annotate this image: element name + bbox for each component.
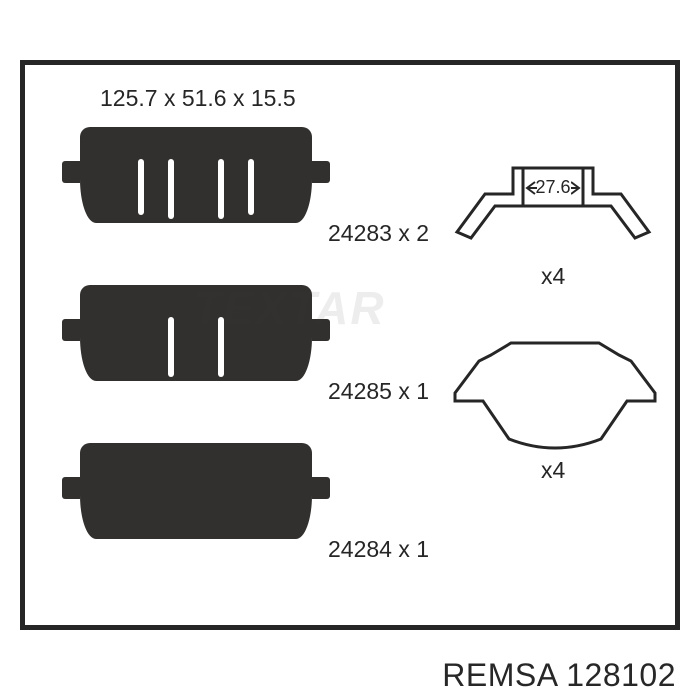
clip-hardware-icon: 27.6	[453, 160, 653, 255]
brake-pad-2	[80, 285, 312, 381]
dimensions-label: 125.7 x 51.6 x 15.5	[100, 85, 296, 112]
clip-qty-label: x4	[541, 263, 565, 290]
shim-qty-label: x4	[541, 457, 565, 484]
shim-icon	[451, 335, 659, 453]
clip-width-label: 27.6	[535, 177, 570, 197]
diagram-frame: 125.7 x 51.6 x 15.5 24283 x 2 24285 x 1 …	[20, 60, 680, 630]
footer-caption: REMSA 128102	[442, 657, 676, 694]
brake-pad-3	[80, 443, 312, 539]
footer-partno: 128102	[566, 657, 676, 693]
footer-brand: REMSA	[442, 657, 557, 693]
pad-1-part-label: 24283 x 2	[328, 220, 429, 247]
pad-3-part-label: 24284 x 1	[328, 536, 429, 563]
brake-pad-1	[80, 127, 312, 223]
pad-2-part-label: 24285 x 1	[328, 378, 429, 405]
